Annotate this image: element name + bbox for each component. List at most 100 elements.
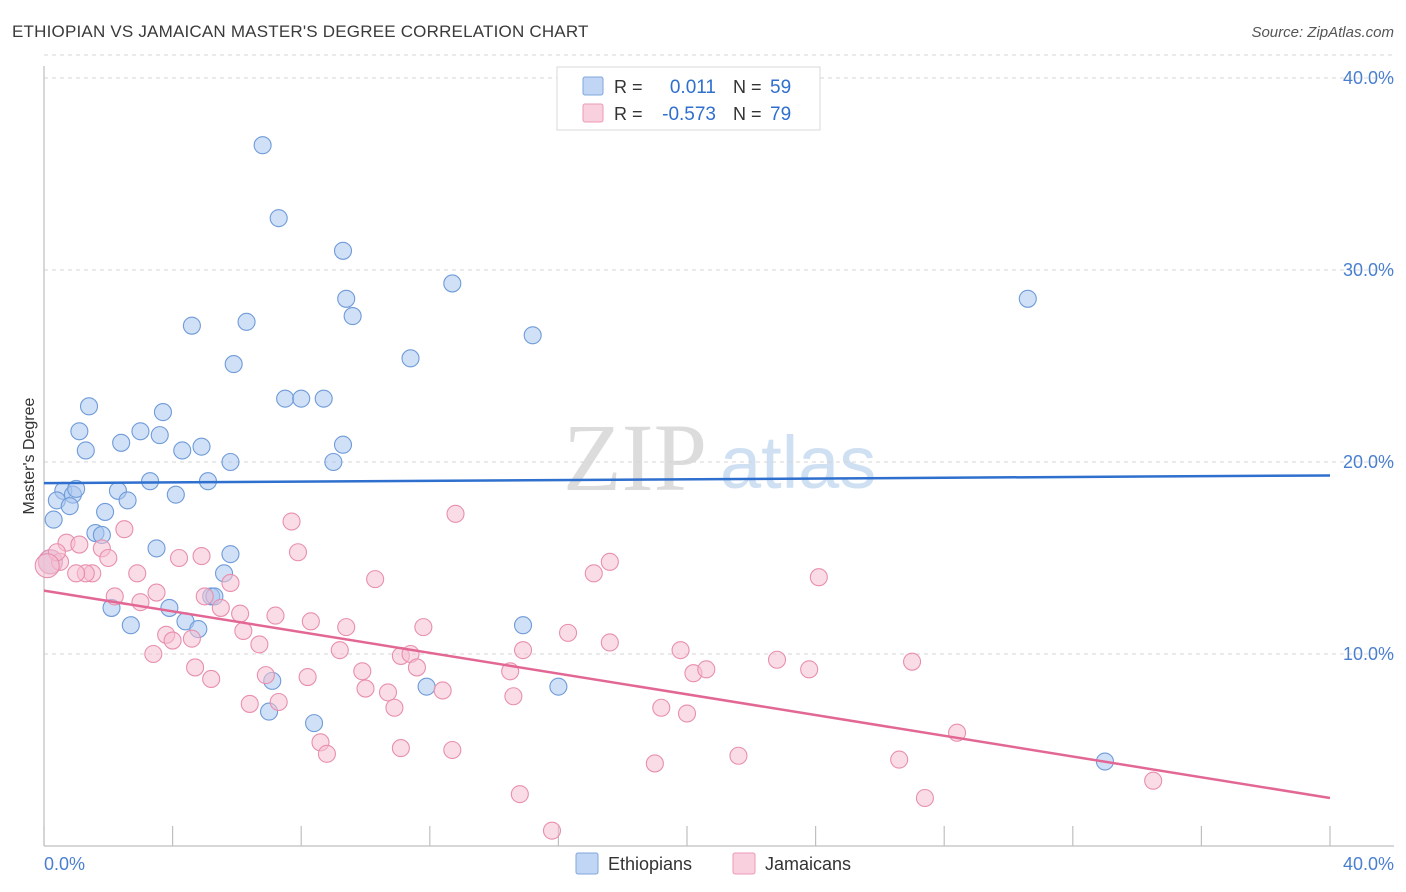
point-jamaicans	[446, 504, 465, 523]
point-jamaicans	[890, 750, 909, 769]
y-tick-label: 40.0%	[1343, 68, 1394, 88]
point-ethiopians	[153, 403, 173, 422]
y-tick-label: 30.0%	[1343, 260, 1394, 280]
bottom-legend-label-jamaicans: Jamaicans	[765, 854, 851, 874]
point-jamaicans	[288, 543, 308, 562]
point-jamaicans	[195, 587, 214, 606]
point-jamaicans	[915, 788, 934, 808]
point-jamaicans	[301, 612, 320, 631]
point-jamaicans	[584, 564, 603, 583]
point-ethiopians	[166, 485, 185, 504]
point-jamaicans	[671, 641, 690, 660]
point-jamaicans	[378, 683, 398, 702]
legend-n-label-1: N =	[733, 77, 762, 97]
point-jamaicans	[414, 618, 433, 637]
point-jamaicans	[729, 746, 748, 765]
point-jamaicans	[266, 606, 285, 625]
x-axis-ticks	[43, 826, 1331, 846]
point-jamaicans	[298, 667, 317, 687]
point-jamaicans	[645, 754, 664, 773]
source-credit: Source: ZipAtlas.com	[1251, 24, 1394, 41]
point-ethiopians	[343, 307, 362, 326]
point-jamaicans	[385, 698, 404, 717]
point-jamaicans	[652, 698, 671, 717]
point-jamaicans	[337, 618, 356, 637]
point-ethiopians	[112, 433, 131, 452]
legend-n-value-2: 79	[770, 104, 791, 125]
point-jamaicans	[186, 658, 205, 677]
point-jamaicans	[231, 604, 250, 623]
point-jamaicans	[192, 547, 211, 566]
point-ethiopians	[221, 452, 240, 472]
point-jamaicans	[809, 568, 828, 587]
point-ethiopians	[337, 289, 356, 308]
legend-n-value-1: 59	[770, 77, 791, 98]
y-tick-label: 10.0%	[1343, 644, 1394, 664]
point-jamaicans	[240, 694, 259, 713]
trend-line-ethiopians	[43, 474, 1331, 485]
point-jamaicans	[221, 573, 240, 593]
y-axis-label: Master's Degree	[21, 397, 38, 514]
trend-lines	[43, 474, 1331, 800]
point-jamaicans	[677, 704, 697, 723]
bottom-legend: Ethiopians Jamaicans	[575, 852, 851, 875]
point-jamaicans	[211, 598, 230, 617]
point-ethiopians	[141, 472, 160, 491]
point-ethiopians	[76, 441, 95, 460]
point-jamaicans	[99, 548, 118, 568]
point-ethiopians	[150, 426, 169, 445]
y-tick-label: 20.0%	[1343, 452, 1394, 472]
point-ethiopians	[237, 312, 256, 331]
point-ethiopians	[314, 389, 333, 408]
point-jamaicans	[407, 658, 426, 677]
point-ethiopians	[276, 389, 295, 408]
point-ethiopians	[70, 422, 89, 441]
point-ethiopians	[324, 452, 343, 472]
point-jamaicans	[34, 553, 60, 579]
legend-swatch-jamaicans	[582, 103, 604, 123]
legend-r-value-2: -0.573	[662, 104, 716, 125]
point-ethiopians	[224, 355, 243, 374]
bottom-legend-label-ethiopians: Ethiopians	[608, 854, 692, 874]
point-ethiopians	[118, 491, 137, 510]
point-ethiopians	[1018, 289, 1037, 308]
point-jamaicans	[115, 520, 134, 539]
grid-lines	[44, 54, 1394, 655]
x-tick-label-min: 0.0%	[44, 854, 85, 874]
y-tick-labels: 10.0% 20.0% 30.0% 40.0%	[1343, 68, 1394, 664]
point-jamaicans	[697, 660, 716, 679]
point-ethiopians	[67, 479, 86, 498]
point-jamaicans	[542, 821, 562, 840]
point-jamaicans	[800, 660, 819, 679]
top-legend: R = 0.011 N = 59 R = -0.573 N = 79	[556, 66, 821, 131]
legend-swatch-ethiopians	[582, 76, 604, 96]
legend-r-label-2: R =	[614, 104, 643, 124]
point-ethiopians	[523, 326, 542, 345]
point-ethiopians	[147, 539, 166, 558]
point-jamaicans	[202, 669, 221, 689]
point-jamaicans	[70, 535, 89, 554]
point-jamaicans	[67, 564, 86, 583]
point-ethiopians	[121, 616, 140, 635]
point-jamaicans	[256, 666, 275, 685]
point-ethiopians	[333, 241, 353, 260]
point-jamaicans	[182, 629, 201, 648]
point-jamaicans	[600, 552, 619, 571]
point-jamaicans	[558, 623, 578, 642]
point-jamaicans	[282, 512, 301, 531]
point-jamaicans	[1144, 771, 1163, 790]
point-ethiopians	[60, 497, 79, 516]
point-jamaicans	[128, 564, 147, 583]
point-ethiopians	[160, 598, 179, 617]
point-jamaicans	[767, 650, 787, 669]
point-jamaicans	[391, 739, 410, 758]
point-jamaicans	[353, 662, 372, 681]
legend-r-value-1: 0.011	[670, 77, 716, 98]
point-ethiopians	[192, 437, 211, 456]
legend-n-label-2: N =	[733, 104, 762, 124]
point-ethiopians	[333, 435, 353, 454]
point-ethiopians	[417, 677, 436, 696]
point-jamaicans	[250, 635, 269, 654]
point-jamaicans	[600, 633, 619, 652]
